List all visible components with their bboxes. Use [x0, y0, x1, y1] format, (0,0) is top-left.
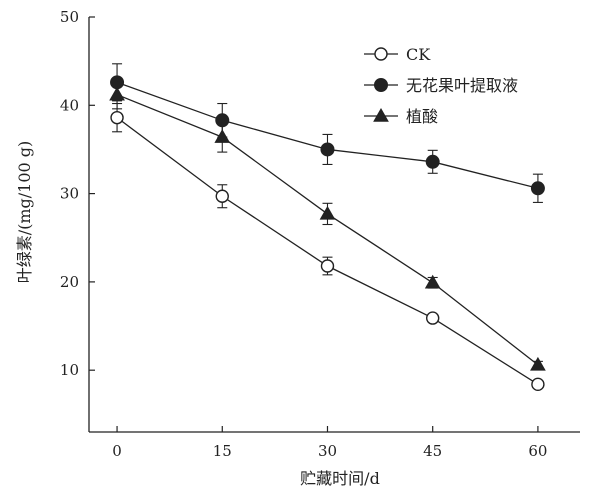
legend-item-2: 植酸 [364, 107, 438, 126]
data-point [530, 356, 546, 371]
y-axis-title: 叶绿素/(mg/100 g) [15, 141, 34, 284]
data-point [425, 154, 440, 169]
data-point [424, 274, 441, 289]
data-point [530, 181, 545, 196]
data-point [426, 311, 440, 325]
y-tick-label: 20 [60, 273, 79, 291]
x-tick-label: 60 [528, 442, 547, 460]
series-2 [109, 80, 546, 371]
series [109, 63, 546, 392]
x-axis-title: 贮藏时间/d [300, 469, 380, 488]
y-tick-label: 30 [60, 185, 79, 203]
legend-item-1: 无花果叶提取液 [364, 76, 518, 95]
legend-label: 植酸 [406, 107, 438, 126]
data-point [319, 205, 336, 220]
y-tick-label: 40 [60, 96, 79, 114]
data-point [320, 142, 335, 157]
y-tick-label: 50 [60, 8, 79, 26]
legend-label: CK [406, 45, 431, 64]
data-point [109, 86, 125, 101]
legend-label: 无花果叶提取液 [406, 76, 518, 95]
data-point [214, 129, 231, 143]
legend-marker [373, 107, 389, 122]
x-tick-label: 30 [318, 442, 337, 460]
legend-item-0: CK [364, 45, 431, 64]
ticks: 10 20 30 40 50 0 15 30 45 60 [60, 8, 548, 460]
data-point [320, 259, 335, 273]
legend-marker [374, 78, 388, 92]
data-point [110, 110, 124, 125]
y-tick-label: 10 [60, 361, 79, 379]
series-0 [110, 102, 545, 392]
legend-marker [374, 47, 388, 61]
x-tick-label: 15 [213, 442, 232, 460]
x-tick-label: 0 [112, 442, 122, 460]
x-tick-label: 45 [423, 442, 442, 460]
data-point [215, 189, 229, 203]
data-point [531, 377, 545, 392]
axes [88, 17, 580, 433]
